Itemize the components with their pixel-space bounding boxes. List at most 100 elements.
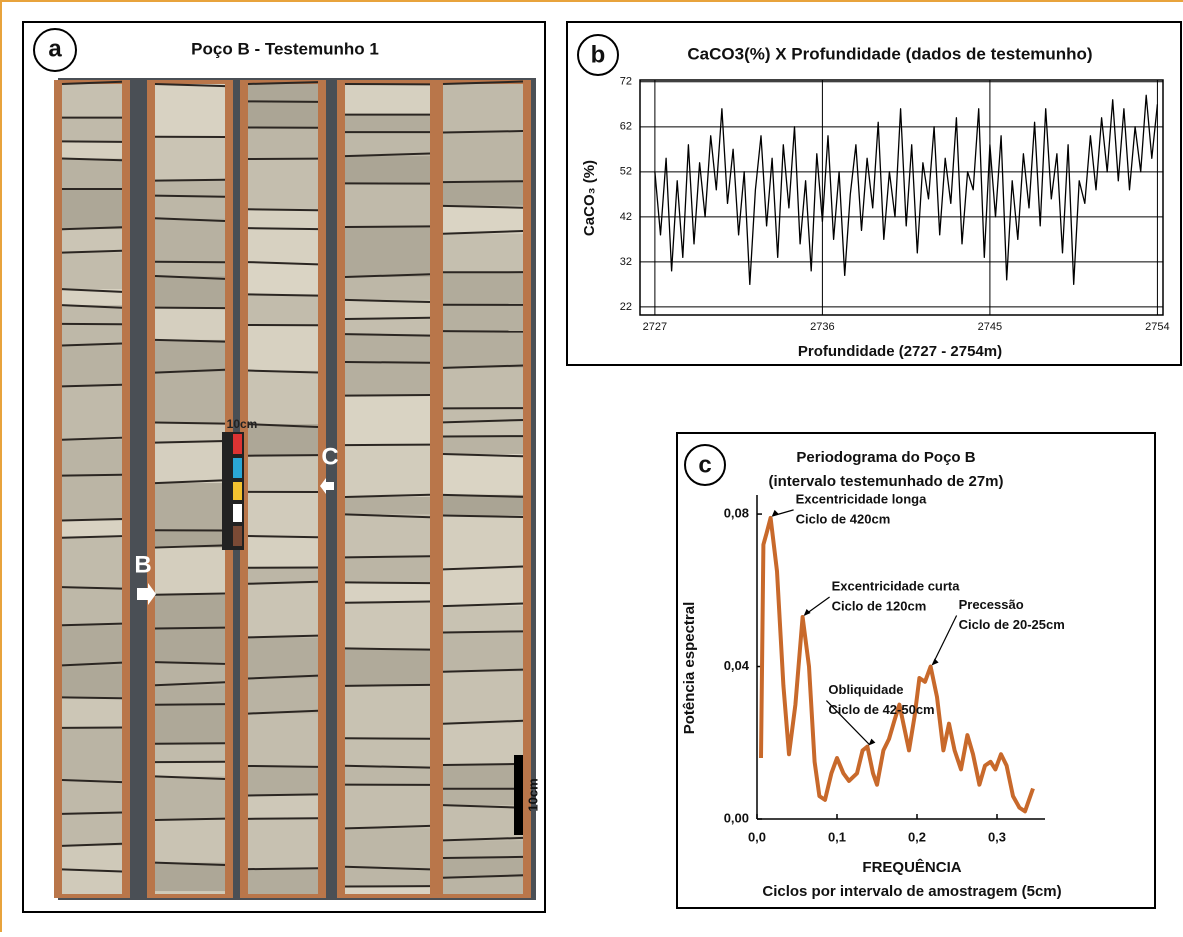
panel-title: Poço B - Testemunho 1	[191, 39, 379, 58]
core-segment	[345, 334, 430, 362]
core-crack	[155, 196, 225, 197]
core-segment	[443, 840, 523, 858]
core-segment	[248, 159, 318, 209]
core-crack	[62, 475, 122, 476]
core-segment	[155, 776, 225, 820]
core-segment	[345, 132, 430, 156]
core-segment	[62, 538, 122, 587]
core-segment	[443, 331, 523, 368]
core-segment	[155, 276, 225, 308]
core-segment	[248, 637, 318, 678]
core-crack	[345, 395, 430, 396]
panel-label: b	[591, 41, 606, 68]
core-crack	[155, 308, 225, 309]
core-segment	[443, 633, 523, 672]
core-segment	[345, 766, 430, 785]
core-segment	[248, 228, 318, 262]
core-segment	[155, 685, 225, 704]
x-tick-label: 2736	[810, 321, 834, 333]
core-segment	[62, 229, 122, 252]
core-segment	[443, 182, 523, 206]
core-segment	[155, 373, 225, 423]
core-segment	[443, 454, 523, 495]
core-segment	[345, 362, 430, 396]
core-segment	[443, 724, 523, 765]
core-segment	[155, 595, 225, 629]
x-axis-label: Profundidade (2727 - 2754m)	[798, 343, 1002, 360]
x-tick-label: 0,1	[828, 829, 846, 844]
core-segment	[443, 765, 523, 789]
core-segment	[62, 345, 122, 386]
core-segment	[155, 218, 225, 261]
core-segment	[443, 422, 523, 436]
core-segment	[443, 569, 523, 606]
core-segment	[248, 766, 318, 796]
annotation-label: Obliquidade	[828, 682, 903, 697]
core-segment	[155, 820, 225, 863]
core-segment	[62, 846, 122, 869]
core-crack	[345, 685, 430, 686]
core-crack	[345, 556, 430, 557]
core-crack	[155, 422, 225, 423]
core-crack	[248, 536, 318, 537]
core-segment	[155, 548, 225, 595]
y-tick-label: 52	[620, 166, 632, 178]
core-segment	[62, 476, 122, 521]
annotation-detail: Ciclo de 42-50cm	[828, 702, 934, 717]
core-segment	[248, 714, 318, 766]
x-axis-label: FREQUÊNCIA	[862, 858, 961, 876]
core-crack	[443, 631, 523, 632]
core-segment	[345, 497, 430, 514]
core-crack	[155, 743, 225, 744]
core-segment	[345, 300, 430, 319]
core-segment	[345, 603, 430, 649]
core-segment	[443, 606, 523, 632]
core-crack	[155, 593, 225, 594]
core-segment	[155, 181, 225, 196]
annotation-label: Precessão	[959, 597, 1024, 612]
core-segment	[345, 445, 430, 497]
annotation-detail: Ciclo de 120cm	[832, 598, 927, 613]
core-crack	[345, 362, 430, 363]
core-crack	[443, 857, 523, 858]
core-segment	[345, 582, 430, 602]
annotation-label: Excentricidade curta	[832, 578, 961, 593]
core-crack	[62, 697, 122, 698]
core-marker: B	[134, 551, 151, 578]
core-segment	[345, 648, 430, 685]
core-segment	[62, 84, 122, 118]
core-segment	[443, 84, 523, 133]
y-tick-label: 0,04	[724, 658, 750, 673]
annotation-label: Excentricidade longa	[796, 491, 928, 506]
core-segment	[62, 118, 122, 142]
core-crack	[62, 812, 122, 813]
y-tick-label: 42	[620, 211, 632, 223]
core-segment	[62, 159, 122, 189]
core-segment	[345, 396, 430, 445]
core-crack	[345, 582, 430, 583]
core-segment	[155, 262, 225, 276]
core-segment	[248, 584, 318, 638]
core-crack	[443, 331, 523, 332]
core-segment	[248, 84, 318, 101]
core-segment	[345, 686, 430, 738]
core-segment	[443, 368, 523, 408]
core-crack	[248, 868, 318, 869]
core-crack	[345, 334, 430, 335]
core-segment	[345, 514, 430, 557]
core-segment	[62, 521, 122, 538]
core-segment	[345, 115, 430, 132]
core-segment	[155, 443, 225, 483]
panel-label: a	[48, 35, 62, 62]
ruler-swatch	[233, 504, 242, 522]
x-tick-label: 2754	[1145, 321, 1169, 333]
x-tick-label: 0,3	[988, 829, 1006, 844]
core-photo	[54, 78, 536, 900]
core-segment	[62, 780, 122, 814]
core-segment	[62, 665, 122, 697]
ruler-swatch	[233, 434, 242, 454]
ruler-label: 10cm	[227, 417, 258, 431]
core-segment	[62, 869, 122, 894]
chart-title: Periodograma do Poço B	[796, 449, 975, 466]
